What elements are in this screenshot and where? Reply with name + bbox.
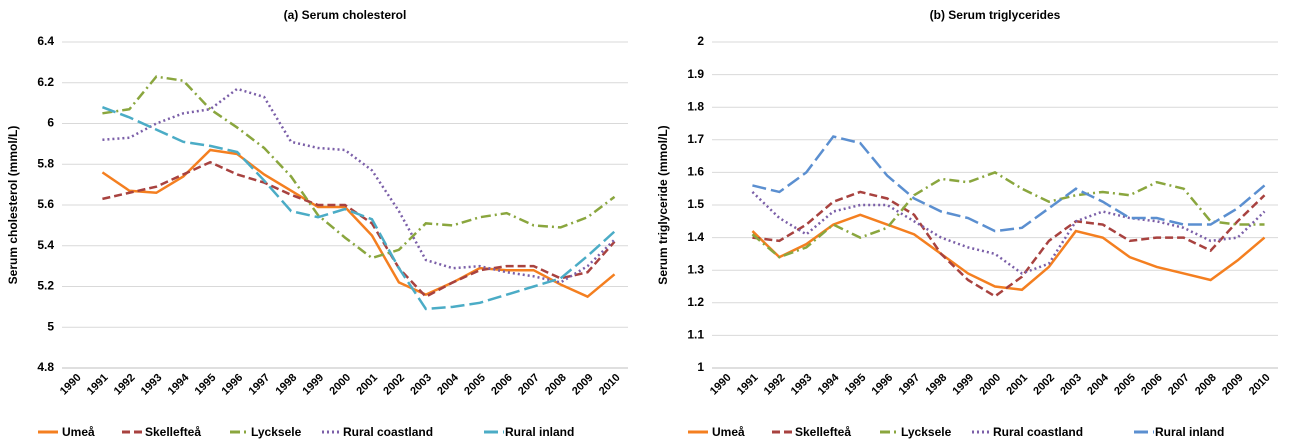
y-tick-label: 1 xyxy=(697,360,704,374)
legend-label: Rural coastland xyxy=(993,425,1083,439)
y-tick-label: 1.5 xyxy=(687,197,704,211)
x-tick-label: 1990 xyxy=(58,372,84,398)
series-line xyxy=(751,213,1266,292)
x-tick-label: 1999 xyxy=(950,372,976,398)
x-tick-label: 1995 xyxy=(193,372,219,398)
y-tick-label: 6.2 xyxy=(37,75,54,89)
x-tick-label: 1999 xyxy=(300,372,326,398)
x-tick-label: 1996 xyxy=(870,372,896,398)
y-axis-label: Serum triglyceride (mmol/L) xyxy=(656,125,670,284)
x-tick-label: 2003 xyxy=(1058,372,1084,398)
legend-label: Rural inland xyxy=(1155,425,1224,439)
series-line xyxy=(751,191,1266,275)
x-tick-label: 1997 xyxy=(247,372,273,398)
y-tick-label: 1.3 xyxy=(687,262,704,276)
x-tick-label: 2007 xyxy=(1166,372,1192,398)
y-tick-label: 5.8 xyxy=(37,156,54,170)
x-tick-label: 1993 xyxy=(139,372,165,398)
x-tick-label: 2009 xyxy=(1220,372,1246,398)
x-tick-label: 2003 xyxy=(408,372,434,398)
x-tick-label: 1998 xyxy=(273,372,299,398)
x-tick-label: 2001 xyxy=(354,372,380,398)
y-tick-label: 5.2 xyxy=(37,279,54,293)
y-axis-label: Serum cholesterol (mmol/L) xyxy=(6,126,20,285)
chart-title: (a) Serum cholesterol xyxy=(284,8,407,22)
y-tick-label: 1.8 xyxy=(687,99,704,113)
x-tick-label: 1995 xyxy=(843,372,869,398)
legend-label: Rural inland xyxy=(505,425,574,439)
legend-label: Rural coastland xyxy=(343,425,433,439)
x-tick-label: 1998 xyxy=(923,372,949,398)
legend-label: Umeå xyxy=(712,425,745,439)
series-line xyxy=(101,148,616,299)
y-tick-label: 6 xyxy=(47,116,54,130)
x-tick-label: 2006 xyxy=(489,372,515,398)
x-tick-label: 1997 xyxy=(897,372,923,398)
legend-label: Lycksele xyxy=(901,425,952,439)
x-tick-label: 2005 xyxy=(1112,372,1138,398)
x-tick-label: 2001 xyxy=(1004,372,1030,398)
x-tick-label: 2009 xyxy=(570,372,596,398)
x-tick-label: 2000 xyxy=(327,372,353,398)
series-line xyxy=(752,135,1266,233)
series-line xyxy=(101,106,616,311)
x-tick-label: 2008 xyxy=(543,372,569,398)
legend-label: Lycksele xyxy=(251,425,302,439)
y-tick-label: 2 xyxy=(697,34,704,48)
chart-title: (b) Serum triglycerides xyxy=(930,8,1061,22)
y-tick-label: 1.6 xyxy=(687,165,704,179)
x-tick-label: 2005 xyxy=(462,372,488,398)
x-tick-label: 2006 xyxy=(1139,372,1165,398)
y-tick-label: 4.8 xyxy=(37,360,54,374)
y-tick-label: 6.4 xyxy=(37,34,54,48)
y-tick-label: 5.6 xyxy=(37,197,54,211)
x-tick-label: 1994 xyxy=(816,371,842,397)
x-tick-label: 2000 xyxy=(977,372,1003,398)
series-line xyxy=(102,75,616,260)
series-line xyxy=(751,171,1265,259)
series-line xyxy=(102,160,616,299)
series-line xyxy=(752,190,1266,298)
legend-label: Umeå xyxy=(62,425,95,439)
legend-label: Skellefteå xyxy=(795,425,851,439)
x-tick-label: 1996 xyxy=(220,372,246,398)
y-tick-label: 1.4 xyxy=(687,230,704,244)
x-tick-label: 1992 xyxy=(112,372,138,398)
x-tick-label: 2004 xyxy=(435,371,461,397)
x-tick-label: 1990 xyxy=(708,372,734,398)
x-tick-label: 2002 xyxy=(381,372,407,398)
x-tick-label: 2007 xyxy=(516,372,542,398)
series-line xyxy=(102,87,616,284)
y-tick-label: 1.9 xyxy=(687,67,704,81)
y-tick-label: 1.7 xyxy=(687,132,704,146)
x-tick-label: 2010 xyxy=(597,372,623,398)
y-tick-label: 1.2 xyxy=(687,295,704,309)
y-tick-label: 5 xyxy=(47,319,54,333)
x-tick-label: 2008 xyxy=(1193,372,1219,398)
y-tick-label: 5.4 xyxy=(37,238,54,252)
x-tick-label: 1992 xyxy=(762,372,788,398)
x-tick-label: 1991 xyxy=(85,372,111,398)
x-tick-label: 2010 xyxy=(1247,372,1273,398)
x-tick-label: 2004 xyxy=(1085,371,1111,397)
x-tick-label: 2002 xyxy=(1031,372,1057,398)
x-tick-label: 1991 xyxy=(735,372,761,398)
x-tick-label: 1994 xyxy=(166,371,192,397)
legend-label: Skellefteå xyxy=(145,425,201,439)
y-tick-label: 1.1 xyxy=(687,328,704,342)
x-tick-label: 1993 xyxy=(789,372,815,398)
